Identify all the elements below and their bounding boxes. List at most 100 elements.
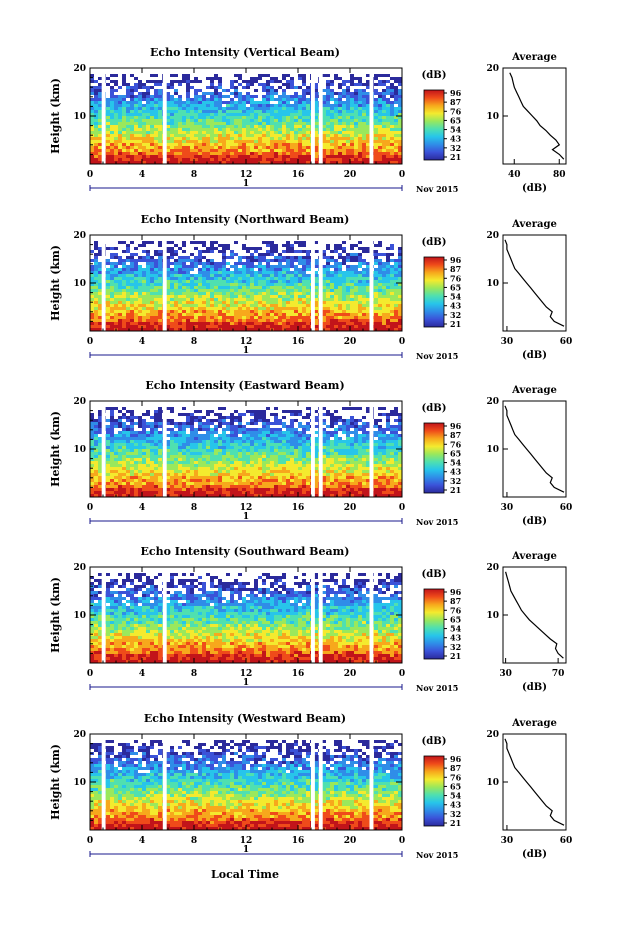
heatmap-cell <box>178 316 182 319</box>
heatmap-cell <box>302 307 306 310</box>
heatmap-cell <box>226 277 230 280</box>
heatmap-cell <box>138 304 142 307</box>
heatmap-cell <box>234 283 238 286</box>
heatmap-cell <box>186 437 190 440</box>
heatmap-cell <box>298 322 302 325</box>
heatmap-cell <box>386 98 390 101</box>
heatmap-cell <box>362 98 366 101</box>
heatmap-cell <box>218 128 222 131</box>
heatmap-cell <box>378 125 382 128</box>
heatmap-cell <box>346 286 350 289</box>
heatmap-cell <box>326 89 330 92</box>
heatmap-cell <box>118 431 122 434</box>
heatmap-cell <box>186 89 190 92</box>
heatmap-cell <box>254 313 258 316</box>
heatmap-cell <box>342 292 346 295</box>
heatmap-cell <box>118 131 122 134</box>
heatmap-cell <box>158 422 162 425</box>
avg-xlabel: (dB) <box>522 350 547 361</box>
heatmap-cell <box>214 271 218 274</box>
heatmap-cell <box>346 313 350 316</box>
heatmap-cell <box>330 283 334 286</box>
heatmap-cell <box>334 325 338 328</box>
heatmap-cell <box>326 295 330 298</box>
heatmap-cell <box>218 313 222 316</box>
heatmap-cell <box>174 274 178 277</box>
heatmap-cell <box>182 259 186 262</box>
heatmap-cell <box>194 149 198 152</box>
heatmap-cell <box>154 122 158 125</box>
heatmap-cell <box>142 310 146 313</box>
heatmap-cell <box>386 292 390 295</box>
heatmap-cell <box>282 110 286 113</box>
heatmap-cell <box>394 158 398 161</box>
heatmap-cells <box>90 407 402 497</box>
heatmap-cell <box>230 146 234 149</box>
heatmap-cell <box>234 304 238 307</box>
heatmap-cell <box>306 292 310 295</box>
heatmap-cell <box>122 298 126 301</box>
heatmap-cell <box>226 116 230 119</box>
heatmap-cell <box>350 256 354 259</box>
heatmap-cell <box>386 152 390 155</box>
heatmap-cell <box>130 131 134 134</box>
heatmap-cell <box>298 131 302 134</box>
heatmap-cell <box>170 434 174 437</box>
heatmap-cell <box>218 134 222 137</box>
heatmap-cell <box>262 259 266 262</box>
heatmap-cell <box>286 247 290 250</box>
heatmap-cell <box>358 113 362 116</box>
heatmap-cell <box>394 101 398 104</box>
heatmap-cell <box>110 274 114 277</box>
heatmap-cell <box>234 107 238 110</box>
heatmap-cell <box>326 83 330 86</box>
heatmap-cell <box>254 113 258 116</box>
heatmap-cell <box>118 458 122 461</box>
heatmap-cell <box>398 325 402 328</box>
heatmap-cell <box>338 137 342 140</box>
heatmap-cell <box>230 83 234 86</box>
heatmap-cell <box>90 277 94 280</box>
heatmap-cell <box>150 280 154 283</box>
heatmap-cell <box>338 125 342 128</box>
heatmap-cell <box>178 125 182 128</box>
heatmap-cell <box>90 110 94 113</box>
heatmap-cell <box>182 274 186 277</box>
heatmap-cell <box>150 113 154 116</box>
heatmap-cell <box>398 137 402 140</box>
heatmap-cell <box>298 134 302 137</box>
heatmap-cell <box>270 250 274 253</box>
heatmap-cell <box>242 262 246 265</box>
heatmap-cell <box>198 259 202 262</box>
heatmap-cell <box>114 98 118 101</box>
heatmap-cell <box>150 80 154 83</box>
heatmap-cell <box>182 122 186 125</box>
heatmap-cell <box>94 310 98 313</box>
heatmap-cell <box>246 155 250 158</box>
heatmap-cell <box>342 128 346 131</box>
heatmap-cell <box>382 116 386 119</box>
heatmap-cell <box>294 304 298 307</box>
heatmap-cell <box>90 479 94 482</box>
heatmap-cell <box>210 155 214 158</box>
heatmap-cell <box>182 428 186 431</box>
heatmap-cell <box>158 271 162 274</box>
heatmap-cell <box>142 143 146 146</box>
heatmap-cell <box>134 140 138 143</box>
heatmap-cell <box>98 149 102 152</box>
heatmap-cell <box>302 74 306 77</box>
heatmap-cell <box>302 158 306 161</box>
heatmap-cell <box>282 307 286 310</box>
heatmap-cell <box>266 128 270 131</box>
heatmap-cell <box>146 262 150 265</box>
heatmap-cell <box>274 98 278 101</box>
heatmap-cell <box>262 110 266 113</box>
heatmap-cell <box>254 322 258 325</box>
heatmap-cell <box>378 101 382 104</box>
heatmap-cell <box>178 286 182 289</box>
heatmap-cell <box>138 92 142 95</box>
heatmap-cell <box>94 316 98 319</box>
heatmap-cell <box>94 256 98 259</box>
heatmap-cell <box>238 119 242 122</box>
heatmap-cell <box>146 467 150 470</box>
